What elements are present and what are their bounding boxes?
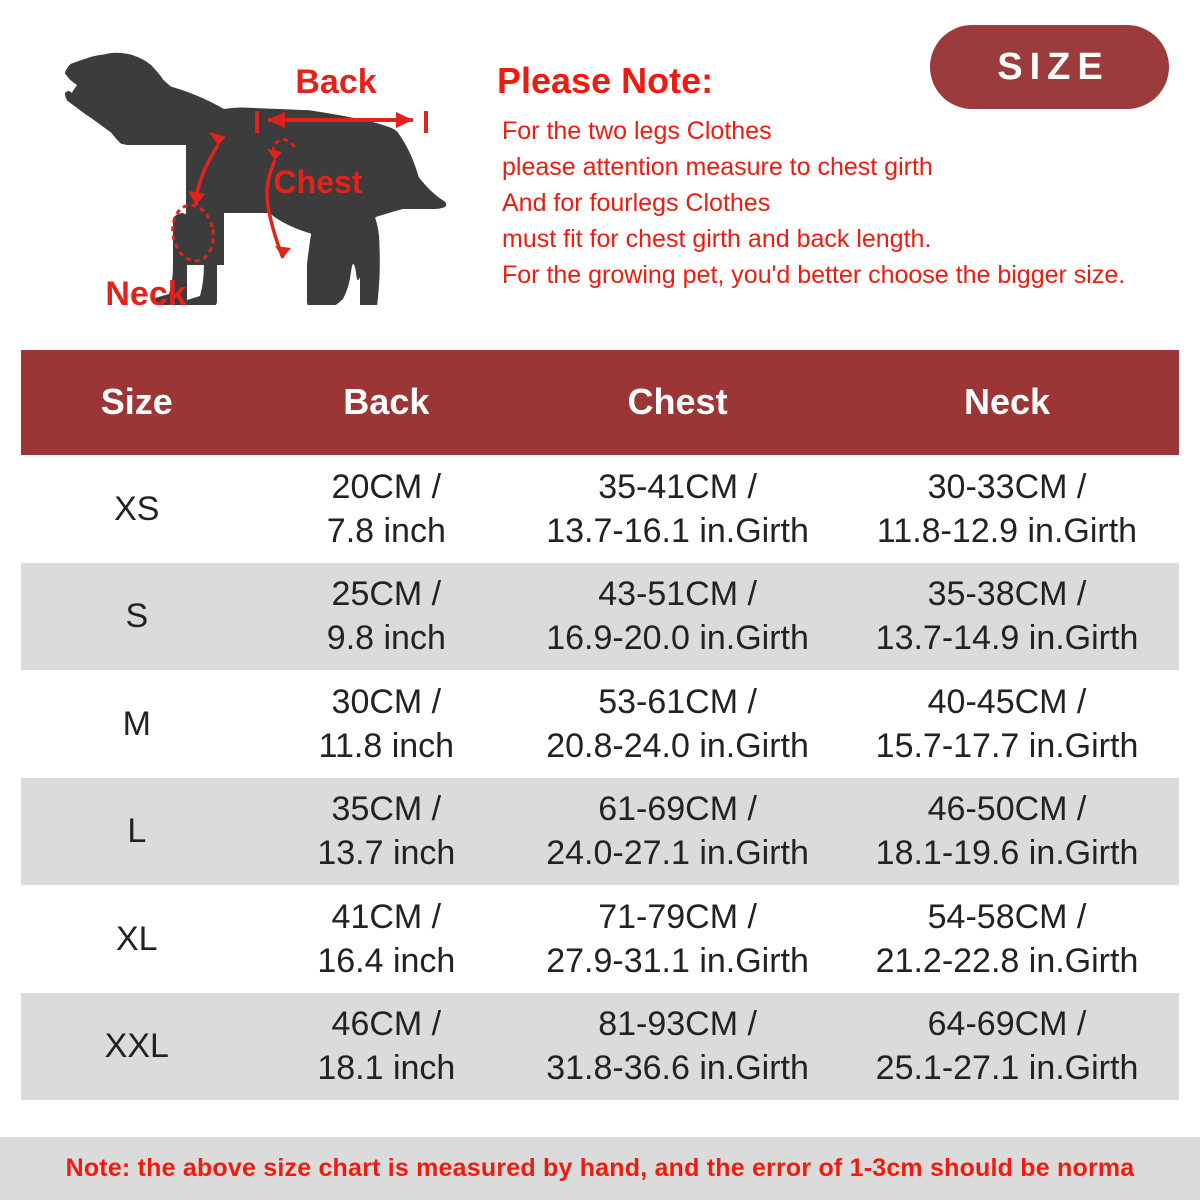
svg-text:Chest: Chest: [274, 164, 363, 200]
svg-text:Neck: Neck: [105, 275, 186, 313]
svg-text:Back: Back: [295, 63, 376, 101]
